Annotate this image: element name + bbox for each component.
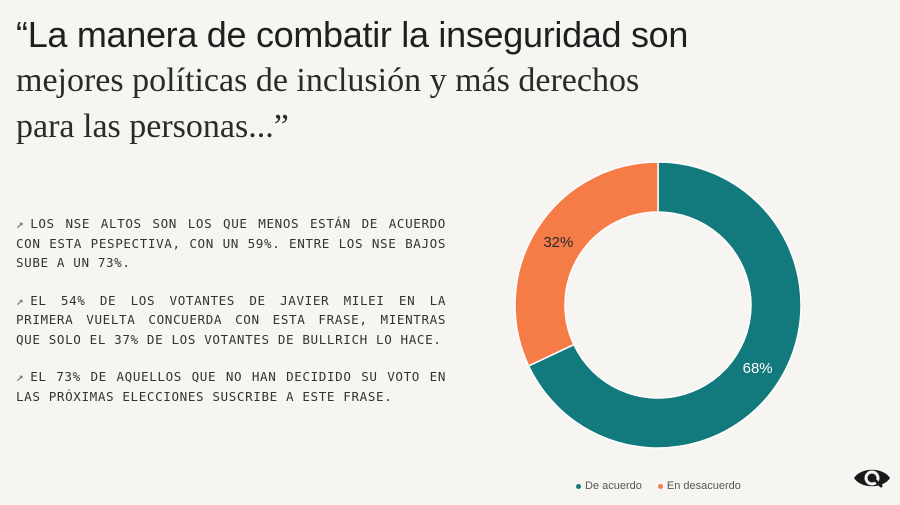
chart-legend: De acuerdo En desacuerdo	[576, 480, 741, 492]
arrow-icon: ↗	[16, 292, 25, 308]
donut-chart: 68% 32%	[514, 161, 802, 449]
legend-swatch-en-desacuerdo	[657, 483, 663, 489]
arrow-icon: ↗	[16, 216, 25, 231]
legend-item-en-desacuerdo: En desacuerdo	[657, 480, 741, 492]
legend-item-de-acuerdo: De acuerdo	[576, 480, 642, 492]
title-line-1: “La manera de combatir la inseguridad so…	[16, 14, 689, 55]
bullet-item-2: ↗ EL 54% DE LOS VOTANTES DE JAVIER MILEI …	[16, 291, 446, 350]
bullet-list: ↗ LOS NSE ALTOS SON LOS QUE MENOS ESTÁN D…	[16, 214, 446, 424]
bullet-text-1: LOS NSE ALTOS SON LOS QUE MENOS ESTÁN DE…	[16, 216, 446, 270]
eye-icon	[854, 469, 890, 488]
title-line-2: mejores políticas de inclusión y más der…	[16, 62, 640, 99]
bullet-item-1: ↗ LOS NSE ALTOS SON LOS QUE MENOS ESTÁN D…	[16, 214, 446, 273]
data-label-en-desacuerdo: 32%	[543, 234, 573, 251]
slice-en-desacuerdo	[514, 161, 659, 367]
legend-label-en-desacuerdo: En desacuerdo	[666, 480, 741, 492]
bullet-item-3: ↗ EL 73% DE AQUELLOS QUE NO HAN DECIDIDO …	[16, 367, 446, 406]
legend-label-de-acuerdo: De acuerdo	[585, 480, 642, 492]
slice-de-acuerdo	[527, 161, 802, 449]
bullet-text-2: EL 54% DE LOS VOTANTES DE JAVIER MILEI E…	[16, 292, 446, 347]
data-label-de-acuerdo: 68%	[743, 360, 773, 377]
arrow-icon: ↗	[16, 369, 25, 384]
legend-swatch-de-acuerdo	[576, 483, 581, 489]
title-line-3: para las personas...”	[16, 108, 289, 145]
bullet-text-3: EL 73% DE AQUELLOS QUE NO HAN DECIDIDO S…	[16, 369, 446, 404]
